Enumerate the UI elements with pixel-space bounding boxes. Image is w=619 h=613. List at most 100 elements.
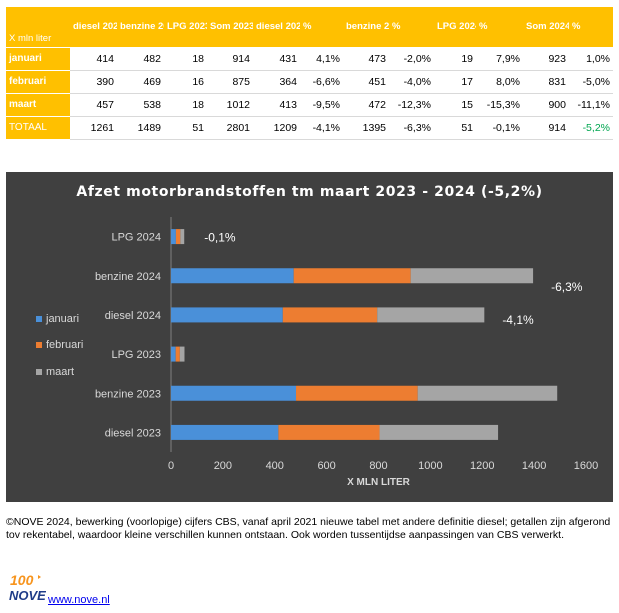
row-label: maart [6, 93, 70, 117]
bar-februari [175, 346, 180, 362]
table-cell: 2801 [207, 116, 253, 140]
table-cell: 831 [523, 70, 569, 94]
x-axis-label: X MLN LITER [347, 477, 411, 488]
table-cell: 8,0% [476, 70, 523, 94]
bar-januari [171, 385, 297, 401]
table-cell: 431 [253, 47, 300, 71]
bar-februari [175, 229, 181, 245]
legend-label: januari [45, 313, 79, 325]
table-cell: 914 [523, 116, 569, 140]
table-cell: 875 [207, 70, 253, 94]
table-cell: 482 [117, 47, 164, 71]
table-corner-label: X mln liter [6, 7, 70, 48]
category-label: diesel 2023 [105, 427, 161, 439]
bar-januari [171, 424, 279, 440]
svg-text:100: 100 [10, 572, 34, 588]
table-cell: 1395 [343, 116, 389, 140]
table-cell: 923 [523, 47, 569, 71]
table-row: TOTAAL 1261 1489 51 2801 1209 -4,1% 1395 -6,3% 51… [6, 116, 613, 140]
table-cell: 15 [434, 93, 476, 117]
table-cell: 1261 [70, 116, 117, 140]
column-header: % [569, 7, 613, 48]
legend-swatch-maart [36, 369, 42, 375]
bar-maart [410, 268, 534, 284]
table-cell: 390 [70, 70, 117, 94]
table-cell: 4,1% [300, 47, 343, 71]
table-cell: -4,1% [300, 116, 343, 140]
chart-background [6, 172, 613, 502]
bar-maart [180, 229, 185, 245]
x-tick-label: 200 [214, 460, 232, 472]
bar-annotation: -0,1% [204, 231, 236, 245]
category-label: benzine 2023 [95, 388, 161, 400]
table-cell: 451 [343, 70, 389, 94]
legend-swatch-februari [36, 342, 42, 348]
table-cell: 1012 [207, 93, 253, 117]
bar-januari [171, 268, 294, 284]
column-header: benzine 2024 [343, 7, 389, 48]
category-label: diesel 2024 [105, 310, 161, 322]
legend-label: maart [46, 366, 74, 378]
table-cell: 1209 [253, 116, 300, 140]
row-label: januari [6, 47, 70, 71]
table-row: maart 457 538 18 1012 413 -9,5% 472 -12,3% 15 -15,… [6, 93, 613, 117]
table-cell: 538 [117, 93, 164, 117]
bar-februari [296, 385, 418, 401]
x-tick-label: 800 [369, 460, 387, 472]
table-cell: -11,1% [569, 93, 613, 117]
table-cell: 7,9% [476, 47, 523, 71]
bar-februari [282, 307, 378, 323]
row-label: TOTAAL [6, 116, 70, 140]
legend-label: februari [46, 339, 83, 351]
table-cell: -4,0% [389, 70, 434, 94]
svg-text:NOVE: NOVE [9, 588, 46, 603]
table-cell: -12,3% [389, 93, 434, 117]
bar-maart [417, 385, 558, 401]
bar-februari [293, 268, 411, 284]
x-tick-label: 600 [317, 460, 335, 472]
row-label: februari [6, 70, 70, 94]
bar-januari [171, 346, 176, 362]
table-cell: 18 [164, 93, 207, 117]
table-cell: -5,2% [569, 116, 613, 140]
table-cell: 17 [434, 70, 476, 94]
table-cell: -0,1% [476, 116, 523, 140]
table-cell: 19 [434, 47, 476, 71]
table-body: januari 414 482 18 914 431 4,1% 473 -2,0% 19 7,9% 9… [6, 47, 613, 140]
bar-maart [377, 307, 485, 323]
x-tick-label: 1600 [574, 460, 598, 472]
column-header: LPG 2024 [434, 7, 476, 48]
table-cell: -15,3% [476, 93, 523, 117]
table-cell: 473 [343, 47, 389, 71]
bar-annotation: -4,1% [502, 313, 534, 327]
table-cell: 457 [70, 93, 117, 117]
column-header: benzine 2023 [117, 7, 164, 48]
category-label: LPG 2023 [111, 349, 161, 361]
website-link[interactable]: www.nove.nl [48, 594, 110, 606]
table-cell: 914 [207, 47, 253, 71]
x-tick-label: 400 [266, 460, 284, 472]
table-cell: -9,5% [300, 93, 343, 117]
x-tick-label: 1000 [418, 460, 442, 472]
table-cell: 51 [164, 116, 207, 140]
table-cell: 364 [253, 70, 300, 94]
column-header: diesel 2023 [70, 7, 117, 48]
bar-maart [379, 424, 499, 440]
bar-januari [171, 229, 176, 245]
table-cell: 413 [253, 93, 300, 117]
bar-februari [278, 424, 380, 440]
table-cell: 900 [523, 93, 569, 117]
table-cell: 472 [343, 93, 389, 117]
bar-annotation: -6,3% [551, 280, 583, 294]
footnote: ©NOVE 2024, bewerking (voorlopige) cijfe… [6, 516, 611, 541]
chart-svg: Afzet motorbrandstoffen tm maart 2023 - … [6, 172, 613, 502]
table-cell: 1489 [117, 116, 164, 140]
x-tick-label: 1200 [470, 460, 494, 472]
table-row: februari 390 469 16 875 364 -6,6% 451 -4,0% 17 8,0… [6, 70, 613, 94]
table-cell: 469 [117, 70, 164, 94]
category-label: benzine 2024 [95, 271, 161, 283]
table-cell: -6,3% [389, 116, 434, 140]
table-cell: 51 [434, 116, 476, 140]
